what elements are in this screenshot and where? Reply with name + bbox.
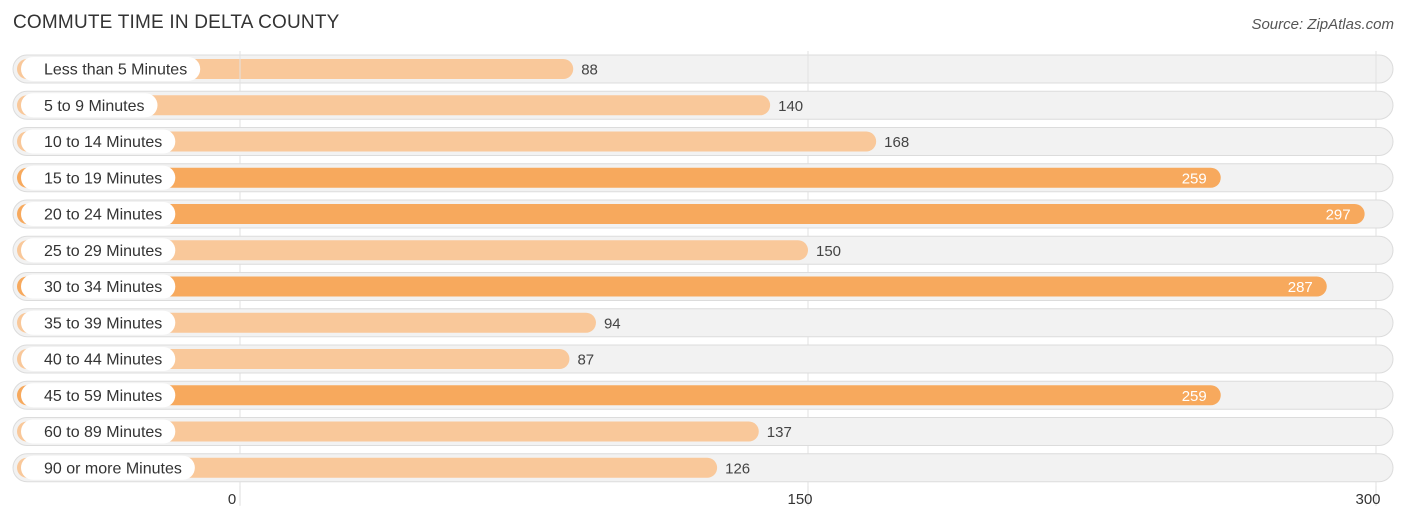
x-tick-label: 300	[1355, 491, 1380, 508]
category-label-pill	[21, 202, 176, 226]
category-label-pill	[21, 93, 158, 118]
bar	[17, 167, 1221, 188]
bar	[17, 240, 808, 261]
value-label: 259	[1182, 170, 1207, 187]
bar-row: 35 to 39 Minutes 94	[12, 308, 1394, 338]
bar	[17, 95, 771, 116]
category-label: 5 to 9 Minutes	[44, 98, 145, 115]
category-label: 35 to 39 Minutes	[44, 315, 162, 332]
value-label: 137	[767, 424, 792, 441]
category-label: Less than 5 Minutes	[44, 62, 187, 79]
bar-row: 90 or more Minutes 126	[12, 453, 1394, 483]
category-label-pill	[21, 238, 176, 263]
value-label: 297	[1326, 207, 1351, 224]
x-tick-label: 150	[787, 491, 812, 508]
source-label: Source: ZipAtlas.com	[1251, 16, 1394, 33]
value-label: 287	[1288, 279, 1313, 296]
value-label: 259	[1182, 388, 1207, 405]
category-label: 60 to 89 Minutes	[44, 424, 162, 441]
bar	[17, 385, 1221, 406]
bar	[17, 204, 1365, 224]
bar-row: 60 to 89 Minutes 137	[12, 417, 1394, 446]
bar-row: 15 to 19 Minutes 259	[12, 163, 1394, 193]
bar-row: 45 to 59 Minutes 259	[12, 380, 1394, 410]
bar-row: 10 to 14 Minutes 168	[12, 127, 1394, 156]
category-label: 25 to 29 Minutes	[44, 243, 162, 260]
category-label: 15 to 19 Minutes	[44, 170, 162, 187]
value-label: 88	[581, 62, 598, 79]
category-label-pill	[21, 165, 176, 190]
category-label-pill	[21, 274, 176, 299]
bar-row: 25 to 29 Minutes 150	[12, 235, 1394, 265]
bar	[17, 131, 877, 152]
category-label-pill	[21, 57, 201, 81]
value-label: 168	[884, 134, 909, 151]
bar-row: 20 to 24 Minutes 297	[12, 199, 1394, 229]
bar-row: Less than 5 Minutes 88	[12, 54, 1394, 84]
category-label-pill	[21, 419, 176, 444]
category-label: 40 to 44 Minutes	[44, 352, 162, 369]
value-label: 94	[604, 315, 621, 332]
value-label: 126	[725, 460, 750, 477]
bar	[17, 421, 759, 442]
category-label-pill	[21, 347, 176, 371]
bar-row: 30 to 34 Minutes 287	[12, 272, 1394, 301]
category-label: 20 to 24 Minutes	[44, 207, 162, 224]
bar	[17, 276, 1327, 297]
category-label: 10 to 14 Minutes	[44, 134, 162, 151]
chart-title: COMMUTE TIME IN DELTA COUNTY	[13, 12, 340, 33]
category-label: 45 to 59 Minutes	[44, 388, 162, 405]
category-label-pill	[21, 129, 176, 154]
category-label-pill	[21, 383, 176, 408]
category-label: 90 or more Minutes	[44, 460, 182, 477]
value-label: 87	[577, 352, 594, 369]
category-label: 30 to 34 Minutes	[44, 279, 162, 296]
x-tick-label: 0	[228, 491, 236, 508]
bar-row: 5 to 9 Minutes 140	[12, 90, 1394, 120]
value-label: 150	[816, 243, 841, 260]
value-label: 140	[778, 98, 803, 115]
bar-row: 40 to 44 Minutes 87	[12, 344, 1394, 374]
category-label-pill	[21, 310, 176, 335]
category-label-pill	[21, 455, 195, 480]
